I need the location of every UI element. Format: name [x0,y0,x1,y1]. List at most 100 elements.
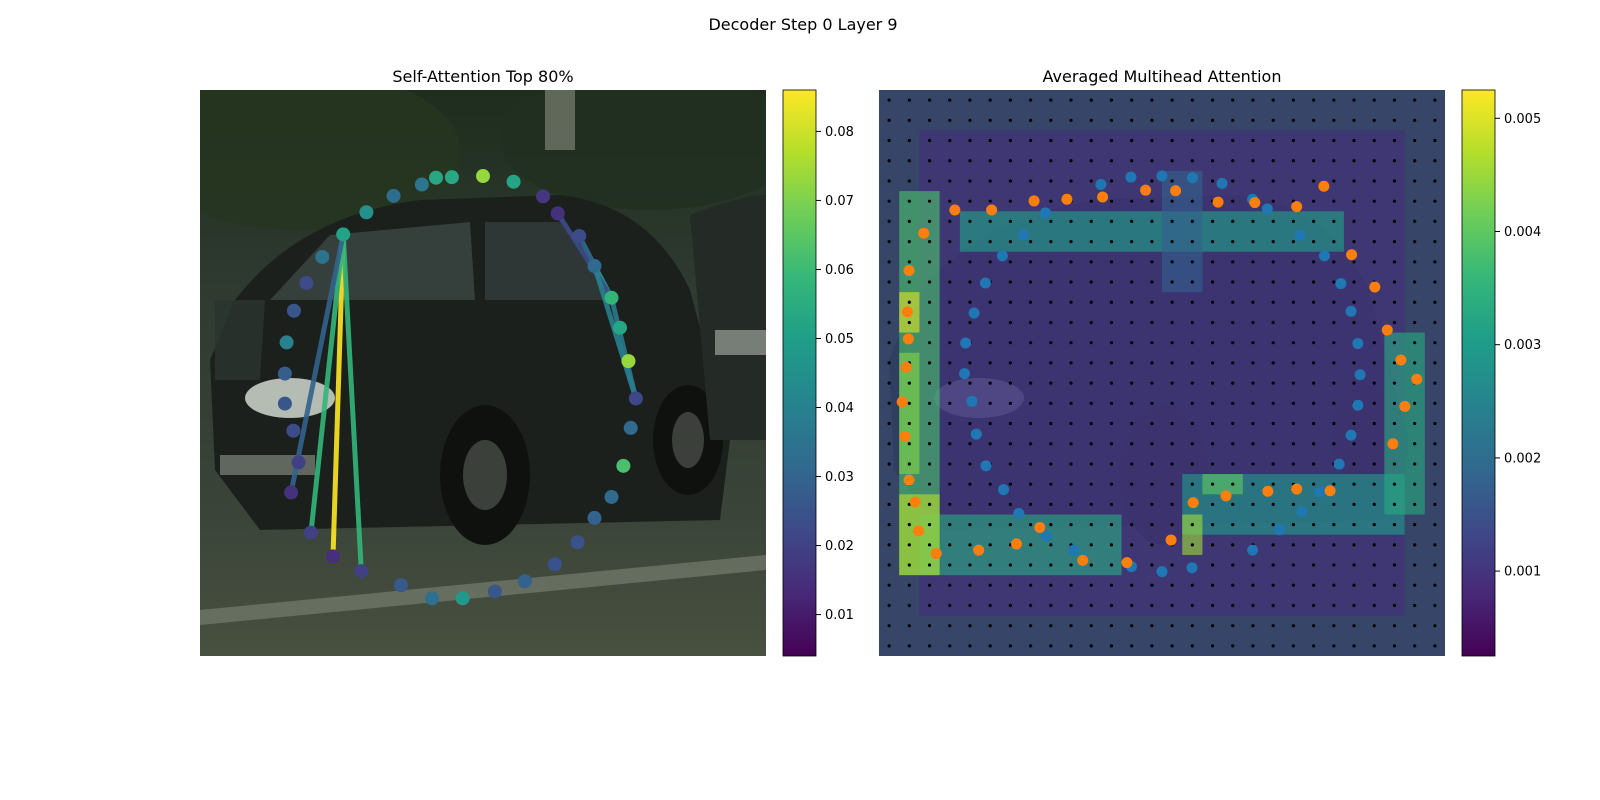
predicted-point [1041,530,1053,542]
grid-dot [948,320,952,325]
ground-truth-point [1262,485,1274,497]
colorbar-tick-label: 0.02 [825,539,854,554]
grid-dot [988,442,992,446]
grid-dot [1413,138,1417,143]
grid-dot [1271,421,1275,426]
grid-dot [1170,98,1174,102]
grid-dot [988,341,992,345]
attention-point [547,557,562,572]
grid-dot [948,603,952,608]
grid-dot [1190,523,1194,527]
grid-dot [1251,482,1255,486]
grid-dot [1008,583,1012,587]
grid-dot [1150,260,1154,264]
grid-dot [1433,644,1437,648]
grid-dot [1433,300,1437,304]
grid-dot [1109,240,1114,244]
grid-dot [1109,300,1114,304]
grid-dot [1029,300,1033,304]
grid-dot [1130,300,1134,304]
grid-dot [1413,442,1417,446]
predicted-point [1294,229,1306,241]
grid-dot [1433,159,1437,163]
grid-dot [968,199,972,203]
grid-dot [1392,381,1397,385]
grid-dot [988,482,992,486]
grid-dot [1049,361,1053,365]
grid-dot [1312,98,1316,102]
grid-dot [1049,563,1053,567]
grid-dot [1392,361,1397,365]
grid-dot [1069,219,1073,223]
grid-dot [1210,320,1215,325]
grid-dot [1231,523,1235,527]
grid-dot [1392,502,1397,506]
ground-truth-point [973,544,985,556]
predicted-point [1013,507,1025,519]
grid-dot [927,543,932,547]
grid-dot [1029,502,1033,506]
ground-truth-point [902,333,914,345]
grid-dot [1049,644,1053,648]
grid-dot [968,98,972,102]
self-attention-panel: Self-Attention Top 80% [200,67,766,656]
grid-dot [1271,179,1275,183]
grid-dot [1089,421,1093,426]
heatmap-cell [959,211,1344,252]
grid-dot [1251,118,1255,122]
grid-dot [1210,523,1215,527]
grid-dot [1049,523,1053,527]
grid-dot [1392,563,1397,567]
grid-dot [1332,603,1336,608]
grid-dot [948,462,952,466]
grid-dot [1433,361,1437,365]
grid-dot [1352,523,1356,527]
predicted-point [960,337,972,349]
grid-dot [907,179,911,183]
grid-dot [1271,159,1275,163]
grid-dot [1130,260,1134,264]
grid-dot [1008,320,1012,325]
grid-dot [1291,280,1295,284]
grid-dot [1069,563,1073,567]
grid-dot [1190,381,1194,385]
grid-dot [1231,442,1235,446]
grid-dot [887,401,891,405]
grid-dot [1271,624,1275,628]
attention-point [612,320,627,335]
grid-dot [1069,179,1073,183]
grid-dot [1008,401,1012,405]
attention-point [487,584,502,599]
ground-truth-point [1077,554,1089,566]
grid-dot [887,563,891,567]
grid-dot [1210,159,1215,163]
grid-dot [1433,341,1437,345]
grid-dot [988,563,992,567]
grid-dot [1190,361,1194,365]
grid-dot [1089,644,1093,648]
grid-dot [1332,644,1336,648]
grid-dot [887,523,891,527]
grid-dot [1332,624,1336,628]
predicted-point [1274,524,1286,536]
grid-dot [1089,240,1093,244]
grid-dot [1008,502,1012,506]
grid-dot [1271,563,1275,567]
grid-dot [1029,179,1033,183]
grid-dot [1008,563,1012,567]
grid-dot [1433,442,1437,446]
grid-dot [1069,320,1073,325]
grid-dot [1231,240,1235,244]
grid-dot [968,543,972,547]
grid-dot [948,543,952,547]
grid-dot [948,502,952,506]
ground-truth-point [1395,354,1407,366]
grid-dot [1029,543,1033,547]
grid-dot [988,361,992,365]
grid-dot [1089,624,1093,628]
grid-dot [1210,543,1215,547]
grid-dot [927,320,932,325]
grid-dot [1312,280,1316,284]
grid-dot [1352,240,1356,244]
grid-dot [1231,421,1235,426]
